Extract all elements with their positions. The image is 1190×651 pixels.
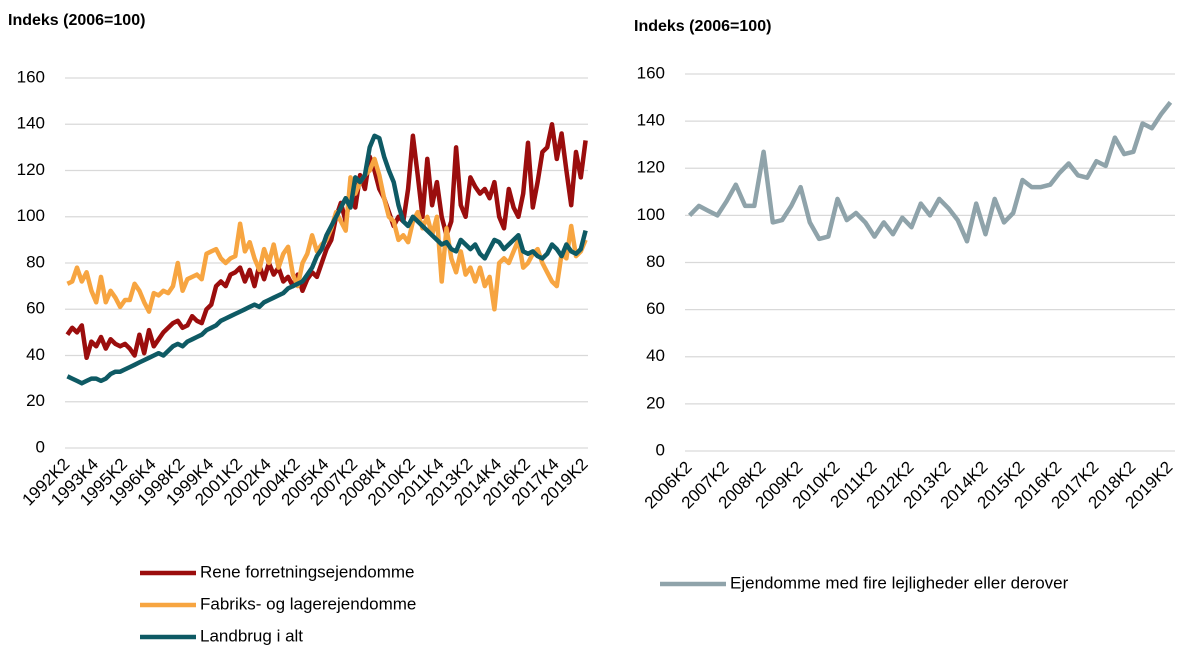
series-line — [65, 122, 588, 361]
chart-title: Indeks (2006=100) — [634, 18, 771, 35]
y-tick-label: 0 — [36, 437, 45, 456]
y-tick-label: 160 — [637, 63, 665, 82]
y-tick-label: 0 — [656, 440, 665, 459]
y-tick-label: 80 — [26, 252, 45, 271]
y-tick-label: 160 — [17, 67, 45, 86]
y-tick-label: 60 — [26, 299, 45, 318]
y-tick-label: 140 — [17, 114, 45, 133]
y-tick-label: 100 — [17, 206, 45, 225]
y-tick-label: 20 — [646, 393, 665, 412]
series-line — [66, 133, 588, 386]
y-tick-label: 100 — [637, 205, 665, 224]
y-tick-label: 20 — [26, 391, 45, 410]
legend-label: Rene forretningsejendomme — [200, 562, 415, 581]
y-tick-label: 140 — [637, 111, 665, 130]
y-tick-label: 120 — [637, 158, 665, 177]
series-line — [687, 100, 1173, 244]
legend-label: Fabriks- og lagerejendomme — [200, 594, 416, 613]
y-tick-label: 60 — [646, 299, 665, 318]
chart-title: Indeks (2006=100) — [8, 12, 145, 29]
legend-label: Ejendomme med fire lejligheder eller der… — [730, 573, 1069, 592]
y-tick-label: 40 — [646, 346, 665, 365]
legend-label: Landbrug i alt — [200, 626, 303, 645]
y-tick-label: 120 — [17, 160, 45, 179]
y-tick-label: 80 — [646, 252, 665, 271]
y-tick-label: 40 — [26, 345, 45, 364]
